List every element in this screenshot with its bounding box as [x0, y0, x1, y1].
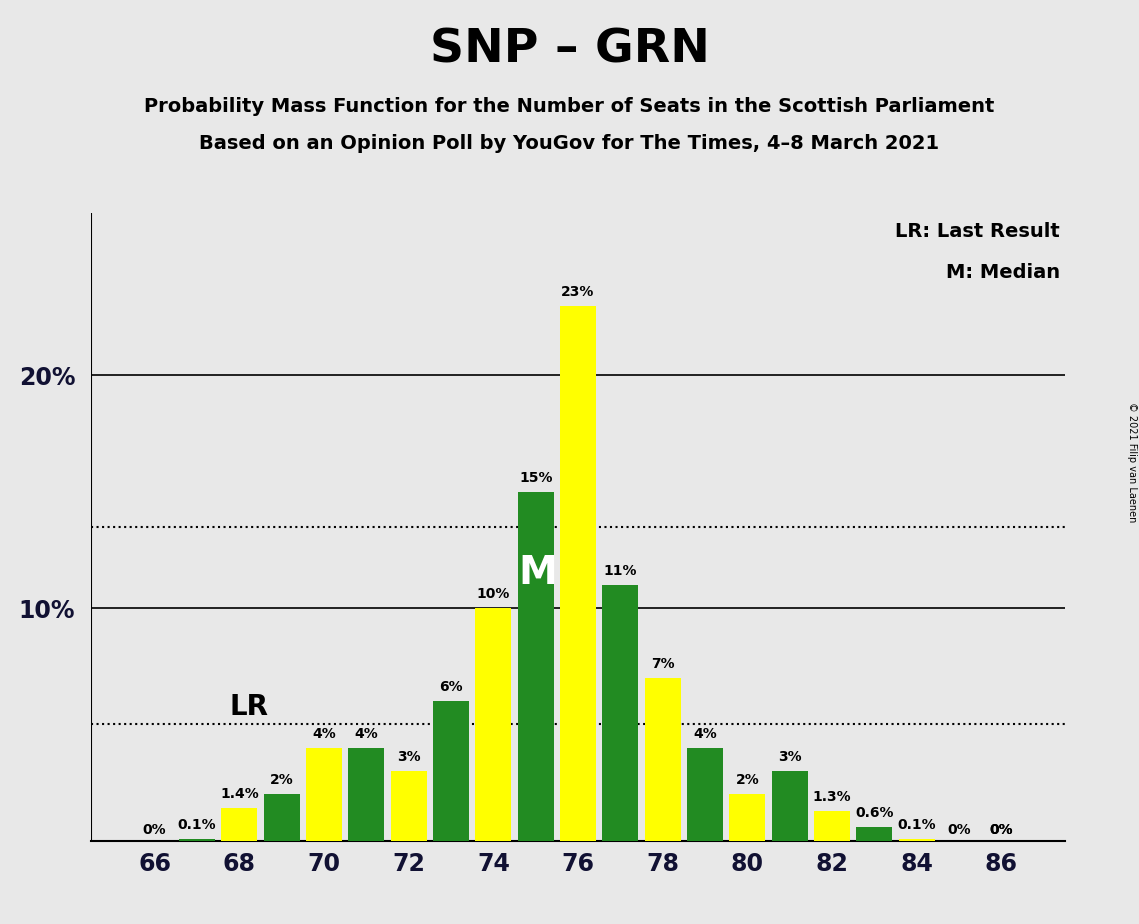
Text: © 2021 Filip van Laenen: © 2021 Filip van Laenen — [1126, 402, 1137, 522]
Bar — [772, 771, 808, 841]
Text: 15%: 15% — [519, 471, 552, 485]
Text: 4%: 4% — [312, 727, 336, 741]
Bar — [475, 608, 511, 841]
Bar — [645, 678, 681, 841]
Bar — [306, 748, 342, 841]
Text: SNP – GRN: SNP – GRN — [429, 28, 710, 73]
Bar — [518, 492, 554, 841]
Text: 0.6%: 0.6% — [855, 806, 894, 820]
Text: 0%: 0% — [142, 823, 166, 837]
Bar — [729, 795, 765, 841]
Bar — [221, 808, 257, 841]
Text: 0.1%: 0.1% — [898, 818, 936, 832]
Bar — [603, 585, 638, 841]
Bar — [433, 701, 469, 841]
Text: 6%: 6% — [440, 680, 462, 694]
Bar — [899, 838, 935, 841]
Text: M: Median: M: Median — [947, 262, 1060, 282]
Text: 23%: 23% — [562, 285, 595, 298]
Text: 0%: 0% — [948, 823, 970, 837]
Text: M: M — [518, 554, 557, 592]
Text: Based on an Opinion Poll by YouGov for The Times, 4–8 March 2021: Based on an Opinion Poll by YouGov for T… — [199, 134, 940, 153]
Text: 11%: 11% — [604, 564, 637, 578]
Text: 2%: 2% — [270, 773, 294, 787]
Text: 0%: 0% — [990, 823, 1014, 837]
Text: 10%: 10% — [477, 587, 510, 602]
Text: LR: LR — [230, 693, 269, 721]
Text: 4%: 4% — [694, 727, 716, 741]
Bar — [814, 810, 850, 841]
Bar — [349, 748, 384, 841]
Text: 0.1%: 0.1% — [178, 818, 216, 832]
Bar — [179, 838, 215, 841]
Bar — [263, 795, 300, 841]
Text: 1.4%: 1.4% — [220, 787, 259, 801]
Text: LR: Last Result: LR: Last Result — [895, 222, 1060, 241]
Bar — [560, 306, 596, 841]
Text: 0%: 0% — [990, 823, 1014, 837]
Text: 7%: 7% — [650, 657, 674, 671]
Text: 3%: 3% — [396, 750, 420, 764]
Text: 4%: 4% — [354, 727, 378, 741]
Bar — [857, 827, 893, 841]
Bar — [687, 748, 723, 841]
Text: Probability Mass Function for the Number of Seats in the Scottish Parliament: Probability Mass Function for the Number… — [145, 97, 994, 116]
Text: 1.3%: 1.3% — [813, 790, 851, 804]
Bar — [391, 771, 427, 841]
Text: 2%: 2% — [736, 773, 760, 787]
Text: 3%: 3% — [778, 750, 802, 764]
